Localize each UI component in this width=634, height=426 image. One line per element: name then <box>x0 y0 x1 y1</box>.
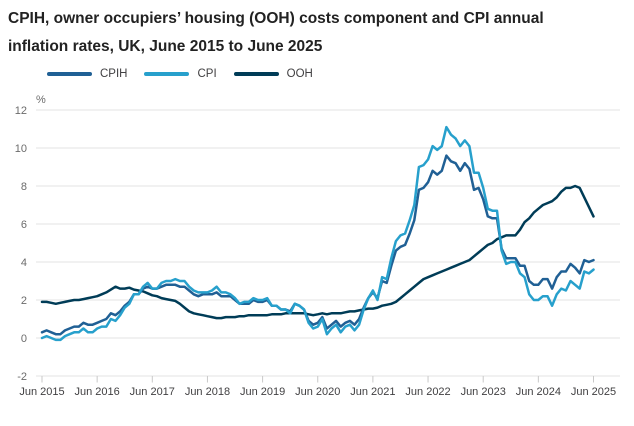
y-axis-tick-label: 8 <box>21 181 27 193</box>
x-axis-tick-label: Jun 2018 <box>185 386 230 398</box>
legend-label-cpi: CPI <box>197 68 217 80</box>
legend-swatch-cpih <box>47 72 92 76</box>
y-axis-tick-label: -2 <box>17 371 27 383</box>
x-axis-tick-label: Jun 2025 <box>571 386 616 398</box>
y-axis-tick-label: 6 <box>21 219 27 231</box>
y-axis-tick-label: 4 <box>21 257 27 269</box>
y-axis-unit-label: % <box>36 94 46 106</box>
legend-swatch-cpi <box>144 72 190 76</box>
legend-item-ooh: OOH <box>233 68 313 80</box>
legend-label-cpih: CPIH <box>100 68 128 80</box>
x-axis-tick-label: Jun 2021 <box>350 386 395 398</box>
y-axis-tick-label: 2 <box>21 295 27 307</box>
chart-title: CPIH, owner occupiers’ housing (OOH) cos… <box>8 5 544 61</box>
x-axis-tick-label: Jun 2022 <box>405 386 450 398</box>
x-axis-tick-label: Jun 2020 <box>295 386 340 398</box>
legend-label-ooh: OOH <box>286 68 313 80</box>
legend-item-cpih: CPIH <box>47 68 127 80</box>
legend: CPIH CPI OOH <box>47 68 313 80</box>
x-axis-tick-label: Jun 2016 <box>75 386 120 398</box>
y-axis-tick-label: 12 <box>15 105 27 117</box>
x-axis-tick-label: Jun 2015 <box>19 386 64 398</box>
x-axis-tick-label: Jun 2023 <box>461 386 506 398</box>
x-axis-tick-label: Jun 2017 <box>130 386 175 398</box>
legend-swatch-ooh <box>233 72 279 76</box>
y-axis-tick-label: 0 <box>21 333 27 345</box>
series-line-cpi <box>40 125 595 342</box>
legend-item-cpi: CPI <box>144 68 217 80</box>
series-line-ooh <box>40 184 595 320</box>
chart-title-line1: CPIH, owner occupiers’ housing (OOH) cos… <box>8 10 544 27</box>
chart-title-line2: inflation rates, UK, June 2015 to June 2… <box>8 38 323 55</box>
x-axis-tick-label: Jun 2019 <box>240 386 285 398</box>
chart-canvas: 12 10 8 6 4 2 0 -2% Jun 2015 Jun 2016 Jun 2017 Jun … <box>15 94 620 398</box>
y-axis-tick-label: 10 <box>15 143 27 155</box>
x-axis-tick-label: Jun 2024 <box>516 386 561 398</box>
